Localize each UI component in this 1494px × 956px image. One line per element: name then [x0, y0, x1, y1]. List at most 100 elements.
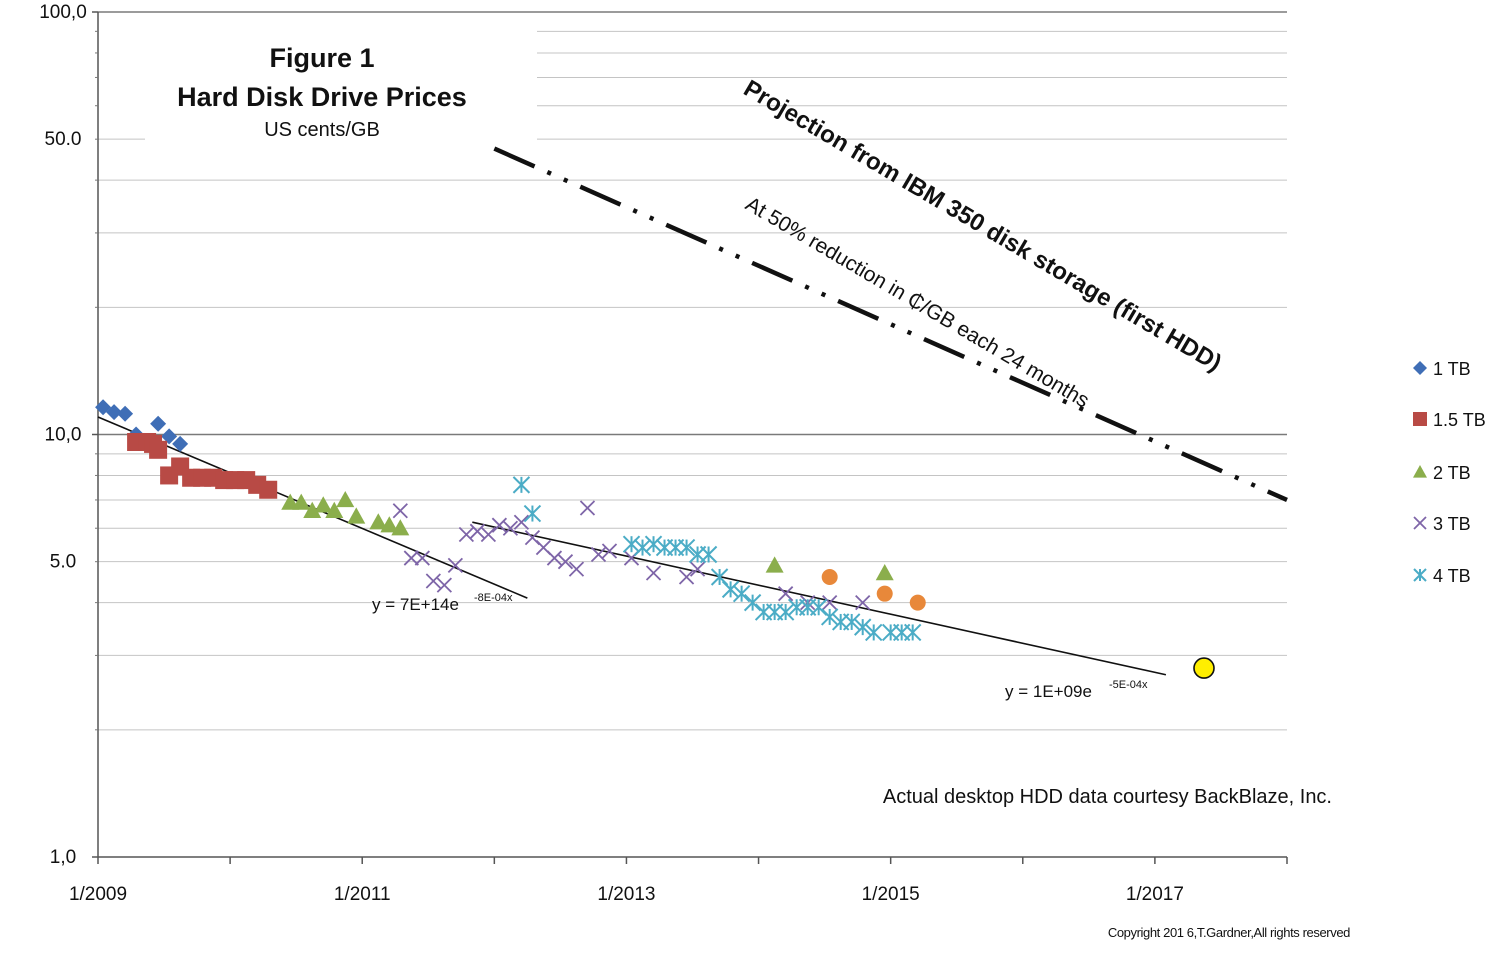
- series-4-point: [633, 538, 652, 557]
- series-4-point: [743, 593, 762, 612]
- series-3-point-stroke: [491, 517, 508, 533]
- series-4-point: [776, 603, 795, 621]
- series-3-point-stroke: [855, 594, 871, 611]
- series-2-point: [292, 493, 311, 510]
- series-3-point-stroke: [469, 523, 486, 539]
- x-tick-labels: 1/2009 1/2011 1/2013 1/2015 1/2017: [69, 884, 1184, 905]
- series-6-point-shape: [1193, 657, 1215, 679]
- series-4-point: [622, 535, 641, 553]
- series-3-point-stroke: [546, 550, 563, 566]
- series-4-point: [842, 613, 861, 631]
- series-1-point: [259, 480, 278, 499]
- series-4-point: [677, 538, 696, 557]
- series-3-point: [513, 514, 530, 530]
- legend-label: 3 TB: [1433, 514, 1471, 534]
- series-2-point-shape: [292, 493, 311, 510]
- series-3-point-stroke: [678, 569, 695, 585]
- series-2-point: [347, 507, 366, 524]
- series-2-point-shape: [303, 501, 322, 518]
- trendline: [472, 521, 1167, 676]
- series-4-point: [732, 584, 751, 603]
- series-3-point-stroke: [645, 565, 662, 581]
- series-2-point: [325, 501, 344, 518]
- series-2-point-shape: [369, 513, 388, 530]
- series-3-point-stroke: [480, 526, 497, 543]
- series-3-point: [403, 550, 419, 566]
- series-1-point-shape: [259, 480, 278, 499]
- series-3-point: [425, 573, 441, 589]
- series-3-point: [458, 526, 475, 543]
- series-3-point: [568, 561, 585, 577]
- series-3-point: [414, 550, 430, 566]
- x-tick-label: 1/2009: [69, 884, 127, 905]
- series-3-point-stroke: [414, 550, 430, 566]
- series-4-point: [699, 545, 718, 564]
- axes: [92, 11, 1288, 864]
- series-0-point-shape: [172, 435, 189, 452]
- series-3-point: [601, 543, 618, 559]
- trend-equation-2-label: y = 1E+09e: [1005, 682, 1092, 701]
- data-source-note: Actual desktop HDD data courtesy BackBla…: [883, 786, 1332, 808]
- series-3-point: [822, 594, 838, 611]
- series-3-point-stroke: [392, 503, 408, 519]
- copyright-note: Copyright 201 6,T.Gardner,All rights res…: [1108, 925, 1350, 940]
- series-3-point-stroke: [778, 586, 794, 602]
- series-3-point: [855, 594, 871, 611]
- legend-swatch-shape: [1413, 465, 1427, 478]
- series-0-point: [172, 435, 189, 452]
- series-3-point: [491, 517, 508, 533]
- series-3-point-stroke: [436, 577, 452, 593]
- legend-swatch: [1413, 361, 1427, 375]
- series-2-point-shape: [765, 556, 784, 573]
- legend-swatch: [1413, 516, 1427, 530]
- series-2-point: [391, 519, 410, 536]
- trend-equation-1-label: y = 7E+14e: [372, 595, 459, 614]
- chart-units: US cents/GB: [264, 119, 380, 141]
- series-0-point-shape: [150, 415, 167, 432]
- series-4-point: [903, 623, 922, 642]
- series-0-point-shape: [106, 404, 123, 421]
- x-tick-label: 1/2013: [597, 884, 655, 905]
- series-2-point: [380, 516, 399, 533]
- y-tick-label: 10,0: [45, 425, 82, 446]
- series-6-point: [1193, 657, 1215, 679]
- legend-swatch-shape: [1413, 361, 1427, 375]
- series-3-point-stroke: [601, 543, 618, 559]
- series-3-point: [678, 569, 695, 585]
- x-tick-label: 1/2017: [1126, 884, 1184, 905]
- series-3-point-stroke: [557, 554, 574, 570]
- series-2-point-shape: [391, 519, 410, 536]
- series-0-point-shape: [117, 405, 134, 422]
- legend-label: 1.5 TB: [1433, 410, 1486, 430]
- series-3-point-stroke: [568, 561, 585, 577]
- y-tick-labels: 1,0 5.0 10,0 50.0 100,0: [39, 2, 87, 868]
- series-3-point-stroke: [425, 573, 441, 589]
- series-2-point: [875, 564, 894, 581]
- legend-swatch-shape: [1413, 412, 1427, 426]
- series-2-point: [314, 496, 333, 513]
- series-3-point-stroke: [524, 530, 541, 546]
- trend-equation-1-exponent: -8E-04x: [474, 592, 513, 604]
- series-4-point: [853, 618, 872, 636]
- series-0-point: [150, 415, 167, 432]
- series-3-point-stroke: [590, 546, 607, 563]
- series-3-point: [557, 554, 574, 570]
- series-0-point: [161, 428, 178, 445]
- series-3-point: [645, 565, 662, 581]
- y-tick-label: 100,0: [39, 2, 87, 23]
- y-tick-label: 1,0: [50, 847, 76, 868]
- series-2-point: [765, 556, 784, 573]
- chart-subtitle: Hard Disk Drive Prices: [177, 82, 467, 112]
- series-2-point-shape: [380, 516, 399, 533]
- series-4-point: [512, 476, 531, 494]
- series-2-point-shape: [875, 564, 894, 581]
- series-4-point: [820, 608, 839, 626]
- series-2-point-shape: [336, 490, 355, 508]
- series-2-point: [303, 501, 322, 518]
- series-3-point-stroke: [822, 594, 838, 611]
- series-4-point: [865, 623, 883, 642]
- series-3-point: [590, 546, 607, 563]
- series-3-point: [392, 503, 408, 519]
- legend-label: 1 TB: [1433, 359, 1471, 379]
- series-4-point: [644, 535, 663, 553]
